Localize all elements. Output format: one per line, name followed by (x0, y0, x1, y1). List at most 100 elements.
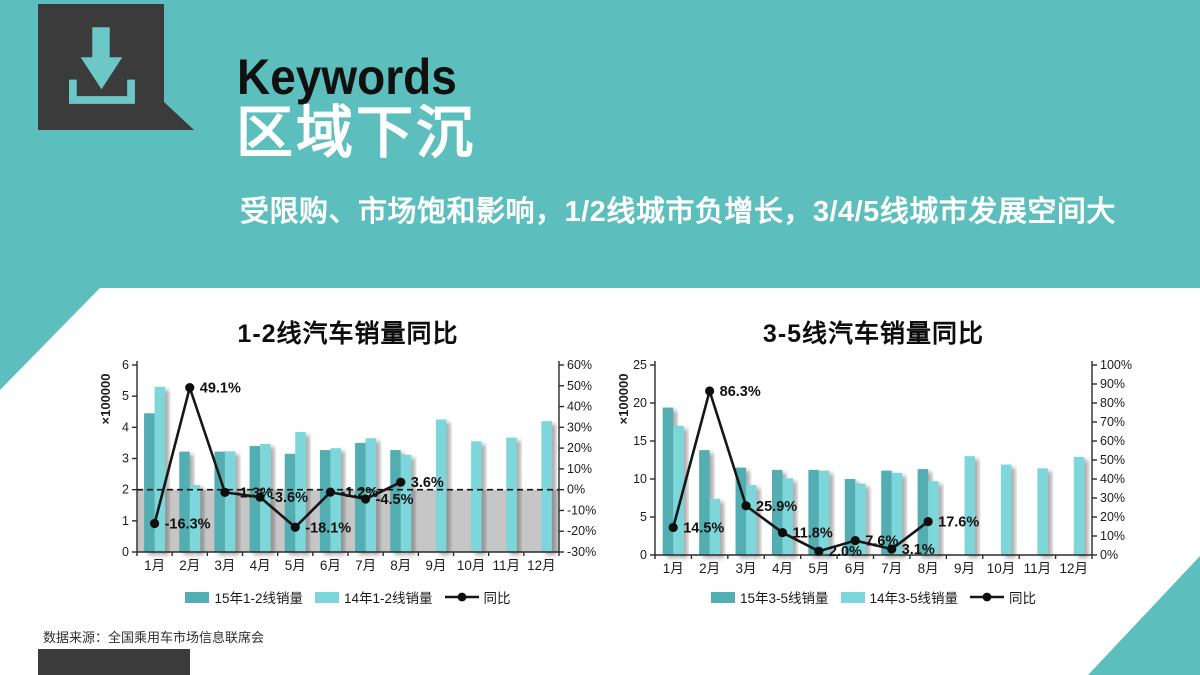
yoy-point-4月 (777, 527, 788, 538)
svg-text:12月: 12月 (1060, 561, 1089, 576)
bar-14年1-2线销量-5月 (295, 432, 306, 552)
legend-item: 15年1-2线销量 (185, 587, 303, 607)
svg-text:70%: 70% (1100, 415, 1125, 429)
bar-14年1-2线销量-8月 (400, 454, 412, 552)
bar-14年1-2线销量-12月 (541, 421, 552, 552)
yoy-label: 86.3% (720, 384, 761, 400)
yoy-point-2月 (705, 386, 715, 396)
yoy-label: -18.1% (305, 520, 351, 536)
bar-15年3-5线销量-1月 (662, 407, 674, 555)
svg-text:100%: 100% (1100, 358, 1132, 372)
yoy-line (671, 386, 929, 553)
bar-15年1-2线销量-1月 (144, 413, 155, 552)
svg-text:6月: 6月 (320, 558, 341, 573)
bar-15年3-5线销量-2月 (699, 450, 710, 555)
svg-text:60%: 60% (1100, 434, 1125, 448)
svg-text:20%: 20% (567, 441, 592, 455)
svg-text:1月: 1月 (144, 558, 165, 573)
bar-14年3-5线销量-8月 (928, 481, 939, 555)
svg-text:12月: 12月 (527, 558, 556, 573)
svg-text:-10%: -10% (567, 503, 596, 517)
svg-text:5月: 5月 (808, 561, 829, 576)
data-source-note: 数据来源：全国乘用车市场信息联席会 (43, 630, 265, 645)
svg-text:×100000: ×100000 (616, 374, 631, 425)
bar-14年3-5线销量-10月 (1000, 464, 1012, 555)
svg-text:1月: 1月 (663, 561, 684, 576)
svg-text:10%: 10% (567, 462, 592, 476)
bar-14年3-5线销量-2月 (709, 498, 721, 555)
svg-text:6: 6 (122, 358, 129, 372)
legend-label: 同比 (483, 591, 511, 606)
yoy-label: -1.2% (340, 485, 378, 501)
yoy-label: 17.6% (938, 515, 979, 531)
svg-text:50%: 50% (1100, 453, 1125, 467)
svg-text:30%: 30% (567, 420, 592, 434)
yoy-point-4月 (255, 492, 265, 502)
yoy-point-5月 (814, 546, 824, 556)
svg-text:7月: 7月 (355, 558, 376, 573)
yoy-point-3月 (741, 501, 751, 511)
yoy-label: 3.6% (411, 475, 444, 491)
page-subtitle: 受限购、市场饱和影响，1/2线城市负增长，3/4/5线城市发展空间大 (240, 196, 1116, 228)
svg-text:15: 15 (633, 434, 647, 448)
svg-text:4月: 4月 (772, 561, 793, 576)
yoy-label: 3.1% (902, 542, 935, 558)
footer-dark-rect (38, 649, 190, 675)
bar-15年1-2线销量-4月 (249, 446, 261, 552)
svg-text:2月: 2月 (179, 558, 200, 573)
svg-text:3: 3 (122, 452, 129, 466)
bar-14年1-2线销量-11月 (506, 437, 517, 552)
svg-text:4: 4 (122, 420, 129, 434)
yoy-line (153, 383, 402, 530)
legend-swatch (710, 591, 735, 603)
bar-15年1-2线销量-5月 (284, 453, 296, 552)
svg-text:5月: 5月 (285, 558, 306, 573)
bar-15年1-2线销量-3月 (214, 451, 225, 552)
legend-label: 同比 (1009, 591, 1037, 606)
svg-text:7月: 7月 (881, 561, 902, 576)
svg-text:4月: 4月 (250, 558, 271, 573)
svg-text:9月: 9月 (425, 558, 446, 573)
bar-14年1-2线销量-2月 (189, 484, 201, 552)
legend-swatch (185, 591, 210, 603)
svg-text:11月: 11月 (492, 558, 520, 573)
legend-label: 14年1-2线销量 (344, 591, 433, 606)
svg-text:25: 25 (633, 358, 647, 372)
legend-swatch (315, 591, 339, 603)
bar-14年1-2线销量-6月 (330, 448, 341, 552)
bar-15年3-5线销量-4月 (771, 469, 783, 555)
svg-text:80%: 80% (1100, 396, 1125, 410)
yoy-label: -4.5% (376, 492, 414, 508)
svg-text:60%: 60% (567, 358, 592, 372)
bar-14年3-5线销量-7月 (891, 472, 903, 555)
yoy-point-6月 (325, 487, 336, 497)
legend-item: 14年3-5线销量 (840, 587, 959, 607)
svg-text:8月: 8月 (390, 558, 411, 573)
svg-text:-20%: -20% (567, 524, 596, 538)
bar-14年1-2线销量-9月 (435, 419, 447, 552)
bar-15年3-5线销量-7月 (881, 470, 892, 555)
yoy-point-2月 (185, 383, 195, 393)
yoy-point-7月 (887, 544, 897, 554)
bar-15年3-5线销量-6月 (844, 479, 856, 555)
svg-text:5: 5 (122, 389, 129, 403)
yoy-point-8月 (923, 516, 933, 527)
svg-text:0%: 0% (567, 483, 585, 497)
legend-label: 14年3-5线销量 (869, 591, 959, 606)
yoy-point-5月 (290, 522, 300, 532)
chart2-plot: 0 5 10 15 20 25 0% 10% 20% 30% 40% 50% 60% 70% 80% 90% 1… (616, 358, 1132, 576)
yoy-point-1月 (668, 522, 678, 533)
yoy-label: -1.3% (235, 485, 273, 501)
yoy-label: 25.9% (756, 499, 797, 515)
bar-14年1-2线销量-4月 (260, 443, 271, 552)
page-title: 区域下沉 (236, 101, 476, 165)
legend-item: 15年3-5线销量 (710, 587, 829, 607)
svg-text:×100000: ×100000 (98, 374, 113, 425)
bar-15年3-5线销量-3月 (735, 467, 747, 555)
svg-text:10%: 10% (1100, 529, 1125, 543)
legend-item: 14年1-2线销量 (315, 587, 433, 607)
yoy-label: 7.6% (865, 534, 898, 550)
svg-text:10: 10 (633, 472, 647, 486)
svg-text:90%: 90% (1100, 377, 1125, 391)
bar-14年3-5线销量-1月 (673, 425, 684, 555)
